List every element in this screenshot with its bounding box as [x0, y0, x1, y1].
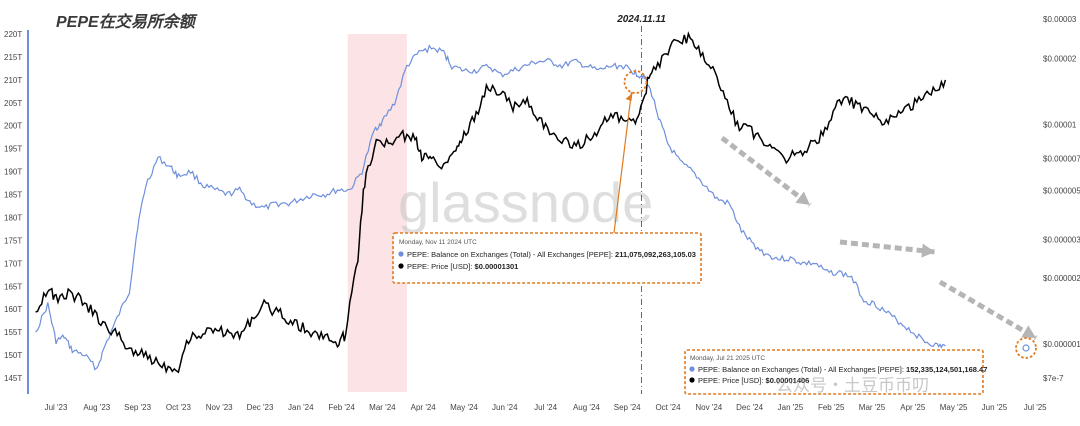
x-tick-label: Oct '23: [166, 403, 192, 412]
x-tick-label: Mar '24: [369, 403, 396, 412]
right-tick-label: $0.000007: [1043, 155, 1080, 164]
x-tick-label: Sep '24: [614, 403, 641, 412]
left-tick-label: 190T: [4, 168, 22, 177]
marker-connector: [613, 91, 633, 234]
right-tick-label: $0.00002: [1043, 55, 1077, 64]
trend-arrow-shaft: [839, 239, 936, 255]
balance-series-line[interactable]: [35, 44, 946, 371]
x-tick-label: Sep '23: [124, 403, 151, 412]
x-tick-label: Feb '24: [328, 403, 355, 412]
left-tick-label: 185T: [4, 191, 22, 200]
left-tick-label: 205T: [4, 99, 22, 108]
left-tick-label: 210T: [4, 76, 22, 85]
balance-legend-dot-2: [689, 366, 695, 372]
right-tick-label: $0.000002: [1043, 274, 1080, 283]
x-tick-label: Aug '23: [83, 403, 110, 412]
tooltip1-line1: PEPE: Balance on Exchanges (Total) - All…: [407, 250, 696, 259]
trend-arrow-shaft: [720, 136, 812, 207]
trend-arrow-shaft: [938, 279, 1038, 341]
left-tick-label: 165T: [4, 282, 22, 291]
price-legend-dot-2: [689, 377, 695, 383]
right-tick-label: $0.00001: [1043, 121, 1077, 130]
price-series-line[interactable]: [35, 31, 947, 375]
left-tick-label: 220T: [4, 30, 22, 39]
price-legend-dot: [398, 263, 404, 269]
x-tick-label: Dec '24: [736, 403, 763, 412]
marker-circle-nov-2024: [623, 70, 648, 94]
trend-arrow-head: [1021, 325, 1036, 338]
trend-arrows: [720, 136, 1038, 341]
left-tick-label: 195T: [4, 145, 22, 154]
x-tick-label: Dec '23: [247, 403, 274, 412]
glassnode-watermark: glassnode: [398, 171, 653, 234]
tooltip1-date: Monday, Nov 11 2024 UTC: [399, 239, 477, 246]
tooltip2-date: Monday, Jul 21 2025 UTC: [690, 355, 765, 362]
tooltip1-line2: PEPE: Price [USD]: $0.00001301: [407, 262, 518, 271]
chart-title: PEPE在交易所余额: [56, 14, 195, 31]
left-tick-label: 215T: [4, 53, 22, 62]
wechat-watermark: 公众号・土豆币币叨: [776, 376, 929, 395]
left-tick-label: 150T: [4, 351, 22, 360]
tooltip-jul-2025: Monday, Jul 21 2025 UTC PEPE: Balance on…: [684, 349, 987, 395]
annotation-markers: [613, 70, 1037, 359]
tooltip2-line2: PEPE: Price [USD]: $0.00001406: [698, 376, 809, 385]
left-tick-label: 180T: [4, 213, 22, 222]
tooltip-nov-2024: Monday, Nov 11 2024 UTC PEPE: Balance on…: [392, 232, 702, 284]
left-tick-label: 175T: [4, 236, 22, 245]
marker-arrowhead: [625, 93, 633, 101]
marker-point-jul-2025: [1022, 344, 1030, 352]
left-axis-ticks: 220T 215T 210T 205T 200T 195T 190T 185T 180T 175T…: [4, 30, 22, 383]
trend-arrow-head: [921, 243, 935, 258]
x-tick-label: Aug '24: [573, 403, 600, 412]
right-axis-ticks: $0.00003 $0.00002 $0.00001 $0.000007 $0.0000…: [1043, 15, 1080, 383]
right-tick-label: $0.000001: [1043, 340, 1080, 349]
tooltip2-line1: PEPE: Balance on Exchanges (Total) - All…: [698, 365, 987, 374]
x-tick-label: Mar '25: [859, 403, 886, 412]
x-tick-label: Apr '24: [411, 403, 437, 412]
x-tick-label: Jan '25: [778, 403, 804, 412]
left-tick-label: 155T: [4, 328, 22, 337]
left-tick-label: 170T: [4, 259, 22, 268]
right-tick-label: $0.000005: [1043, 187, 1080, 196]
x-tick-label: Apr '25: [900, 403, 926, 412]
x-tick-label: Jan '24: [288, 403, 314, 412]
annotation-date-label: 2024.11.11: [616, 14, 666, 25]
left-tick-label: 160T: [4, 305, 22, 314]
balance-legend-dot: [398, 251, 404, 257]
x-tick-label: Jun '25: [982, 403, 1008, 412]
x-axis-ticks: Jul '23 Aug '23 Sep '23 Oct '23 Nov '23 Dec '…: [45, 403, 1048, 412]
trend-arrow-head: [795, 191, 810, 205]
watermark-group: glassnode: [398, 171, 653, 234]
left-tick-label: 145T: [4, 374, 22, 383]
right-tick-label: $7e-7: [1043, 374, 1064, 383]
marker-circle-jul-2025: [1015, 337, 1037, 359]
x-tick-label: Feb '25: [818, 403, 845, 412]
x-tick-label: May '24: [450, 403, 478, 412]
x-tick-label: Nov '24: [695, 403, 722, 412]
x-tick-label: Oct '24: [655, 403, 681, 412]
left-tick-label: 200T: [4, 122, 22, 131]
x-tick-label: Jun '24: [492, 403, 518, 412]
x-tick-label: Jul '25: [1024, 403, 1047, 412]
x-tick-label: May '25: [940, 403, 968, 412]
x-tick-label: Nov '23: [206, 403, 233, 412]
right-tick-label: $0.00003: [1043, 15, 1077, 24]
x-tick-label: Jul '24: [534, 403, 557, 412]
right-tick-label: $0.000003: [1043, 235, 1080, 244]
x-tick-label: Jul '23: [45, 403, 68, 412]
